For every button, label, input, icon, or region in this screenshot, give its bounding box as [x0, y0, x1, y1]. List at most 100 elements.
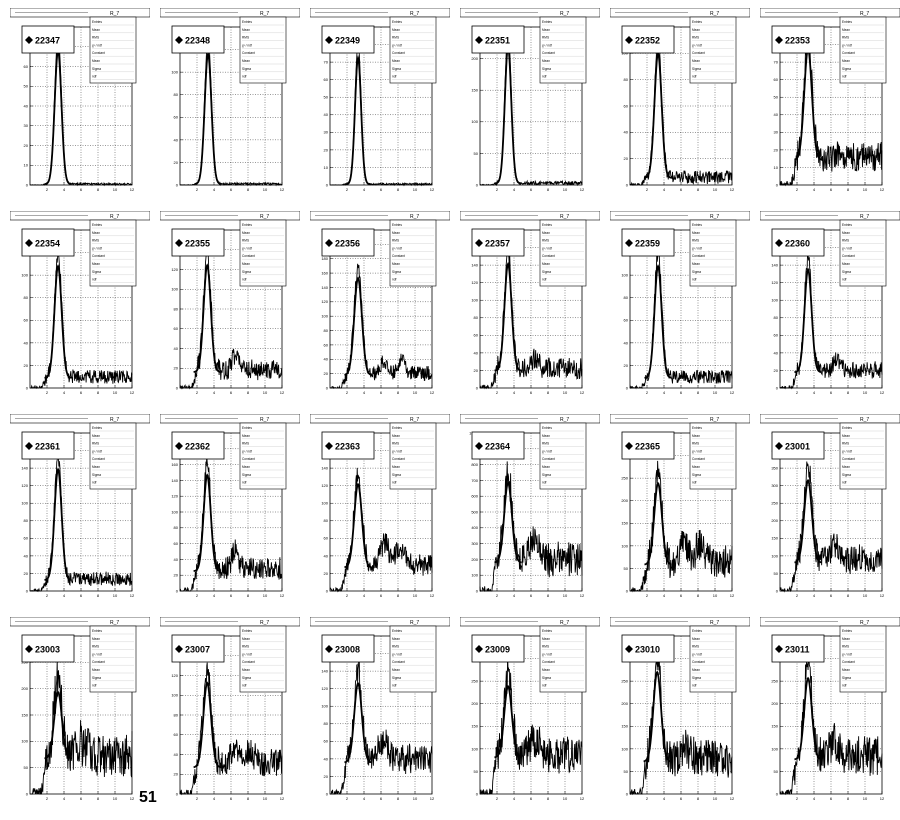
run-number-label: 22348 [185, 36, 210, 46]
y-tick-label: 0 [326, 385, 329, 390]
x-tick-label: 10 [713, 593, 718, 598]
histogram-svg: R_724681012020406080100120140160EntriesM… [160, 211, 300, 395]
stats-label: ndf [392, 481, 397, 485]
x-tick-label: 2 [46, 187, 49, 192]
stats-label: ndf [542, 278, 547, 282]
x-tick-label: 8 [847, 390, 850, 395]
panel-header-label: R_7 [260, 11, 269, 17]
histogram-panel-22349: R_7246810120102030405060708090EntriesMea… [310, 8, 460, 211]
y-tick-label: 250 [771, 679, 778, 684]
stats-label: Mean [842, 59, 850, 63]
y-tick-label: 100 [621, 273, 628, 278]
y-tick-label: 20 [474, 368, 479, 373]
stats-box [239, 422, 287, 490]
stats-label: Entries [692, 20, 702, 24]
run-number-label: 22349 [335, 36, 360, 46]
stats-label: Mean [392, 231, 400, 235]
y-tick-label: 120 [321, 483, 328, 488]
x-tick-label: 6 [530, 796, 533, 801]
run-number-label: 23008 [335, 645, 360, 655]
x-tick-label: 2 [46, 593, 49, 598]
y-tick-label: 20 [324, 571, 329, 576]
stats-label: Sigma [392, 270, 401, 274]
panel-header-label: R_7 [110, 214, 119, 220]
run-number-label: 22359 [635, 239, 660, 249]
histogram-line [330, 656, 433, 795]
histogram-svg: R_724681012020406080100120140160180Entri… [10, 414, 150, 598]
stats-label: Mean [392, 637, 400, 641]
y-tick-label: 120 [171, 267, 178, 272]
stats-label: Sigma [842, 473, 851, 477]
x-tick-label: 10 [413, 390, 418, 395]
stats-label: Constant [392, 254, 405, 258]
x-tick-label: 6 [230, 187, 233, 192]
stats-label: RMS [242, 36, 249, 40]
diamond-marker-icon [475, 239, 483, 247]
histogram-svg: R_724681012020406080100120140EntriesMean… [610, 211, 750, 395]
histogram-panel-23010: R_724681012050100150200250300350EntriesM… [610, 617, 760, 820]
y-tick-label: 180 [321, 256, 328, 261]
x-tick-label: 4 [813, 796, 816, 801]
run-number-label: 22356 [335, 239, 360, 249]
diamond-marker-icon [475, 645, 483, 653]
y-tick-label: 20 [774, 368, 779, 373]
y-tick-label: 60 [24, 318, 29, 323]
y-tick-label: 200 [621, 701, 628, 706]
x-tick-label: 12 [130, 593, 135, 598]
y-tick-label: 0 [26, 182, 29, 187]
stats-label: Constant [392, 51, 405, 55]
run-number-label: 23001 [785, 442, 810, 452]
stats-label: Mean [242, 668, 250, 672]
y-tick-label: 100 [471, 298, 478, 303]
panel-header-label: R_7 [260, 214, 269, 220]
panel-header-label: R_7 [410, 620, 419, 626]
stats-box [389, 16, 437, 84]
stats-label: χ² / ndf [542, 43, 552, 47]
y-tick-label: 200 [621, 498, 628, 503]
run-number-label: 23010 [635, 645, 660, 655]
stats-label: Sigma [692, 473, 701, 477]
fit-curve [494, 684, 522, 759]
y-tick-label: 50 [24, 84, 29, 89]
y-tick-label: 400 [471, 525, 478, 530]
x-tick-label: 12 [730, 390, 735, 395]
x-tick-label: 6 [380, 796, 383, 801]
y-tick-label: 100 [471, 573, 478, 578]
x-tick-label: 6 [830, 593, 833, 598]
x-tick-label: 4 [813, 390, 816, 395]
stats-label: Mean [392, 434, 400, 438]
stats-label: Mean [92, 637, 100, 641]
y-tick-label: 0 [476, 385, 479, 390]
x-tick-label: 2 [496, 187, 499, 192]
stats-label: ndf [92, 684, 97, 688]
y-tick-label: 0 [326, 588, 329, 593]
stats-label: Sigma [392, 67, 401, 71]
x-tick-label: 10 [113, 796, 118, 801]
histogram-svg: R_724681012020406080100120140160180Entri… [310, 617, 450, 801]
stats-label: Mean [242, 434, 250, 438]
diamond-marker-icon [625, 239, 633, 247]
stats-label: ndf [92, 75, 97, 79]
stats-label: ndf [692, 75, 697, 79]
fit-curve [494, 262, 522, 372]
y-tick-label: 0 [476, 791, 479, 796]
x-tick-label: 2 [646, 593, 649, 598]
stats-label: Constant [92, 457, 105, 461]
histogram-panel-22365: R_724681012050100150200250300350EntriesM… [610, 414, 760, 617]
y-tick-label: 40 [774, 112, 779, 117]
y-tick-label: 20 [624, 363, 629, 368]
x-tick-label: 4 [213, 796, 216, 801]
x-tick-label: 6 [80, 187, 83, 192]
y-tick-label: 100 [21, 739, 28, 744]
y-tick-label: 40 [174, 557, 179, 562]
stats-label: Mean [92, 262, 100, 266]
stats-label: Constant [692, 51, 705, 55]
x-tick-label: 2 [196, 593, 199, 598]
x-tick-label: 4 [663, 390, 666, 395]
y-tick-label: 60 [474, 333, 479, 338]
y-tick-label: 100 [471, 119, 478, 124]
panel-header-label: R_7 [110, 620, 119, 626]
y-tick-label: 40 [474, 350, 479, 355]
stats-label: Sigma [842, 270, 851, 274]
